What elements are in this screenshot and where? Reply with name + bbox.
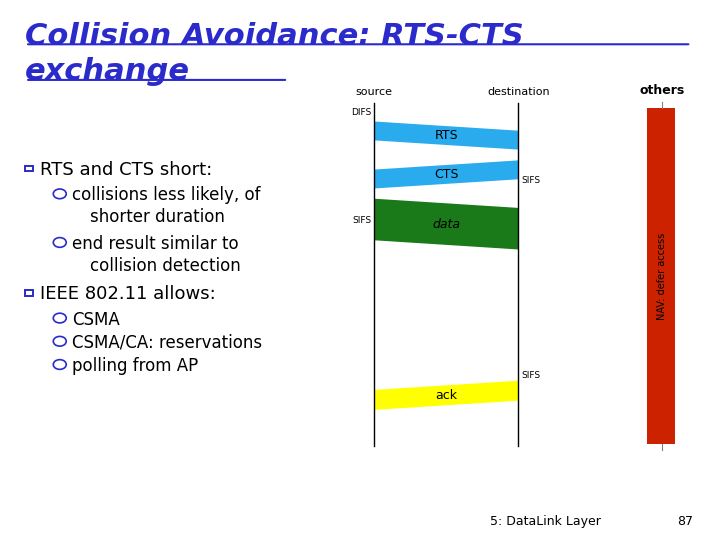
Polygon shape [374, 199, 518, 249]
Polygon shape [374, 160, 518, 188]
Bar [24, 289, 33, 296]
Text: collisions less likely, of: collisions less likely, of [72, 186, 261, 205]
Text: IEEE 802.11 allows:: IEEE 802.11 allows: [40, 285, 215, 303]
Text: data: data [433, 218, 460, 231]
Text: CSMA: CSMA [72, 310, 120, 329]
Text: RTS: RTS [435, 129, 458, 142]
Text: collision detection: collision detection [90, 256, 240, 275]
Text: destination: destination [487, 87, 549, 97]
Bar [24, 165, 33, 172]
Text: end result similar to: end result similar to [72, 235, 238, 253]
Text: NAV: defer access: NAV: defer access [657, 232, 667, 320]
Text: 5: DataLink Layer: 5: DataLink Layer [490, 515, 600, 528]
Bar [647, 108, 675, 444]
Text: SIFS: SIFS [352, 216, 372, 225]
Polygon shape [374, 122, 518, 150]
Polygon shape [374, 381, 518, 410]
Text: CTS: CTS [434, 168, 459, 181]
Text: others: others [640, 84, 685, 97]
Text: source: source [356, 87, 393, 97]
Text: shorter duration: shorter duration [90, 208, 225, 226]
Text: DIFS: DIFS [351, 108, 372, 117]
Text: 87: 87 [677, 515, 693, 528]
Text: exchange: exchange [25, 57, 190, 86]
Text: SIFS: SIFS [521, 176, 541, 185]
Text: CSMA/CA: reservations: CSMA/CA: reservations [72, 334, 262, 352]
Text: polling from AP: polling from AP [72, 357, 198, 375]
Text: ack: ack [436, 389, 457, 402]
Text: SIFS: SIFS [521, 371, 541, 380]
Text: Collision Avoidance: RTS-CTS: Collision Avoidance: RTS-CTS [25, 22, 524, 51]
Text: RTS and CTS short:: RTS and CTS short: [40, 161, 212, 179]
